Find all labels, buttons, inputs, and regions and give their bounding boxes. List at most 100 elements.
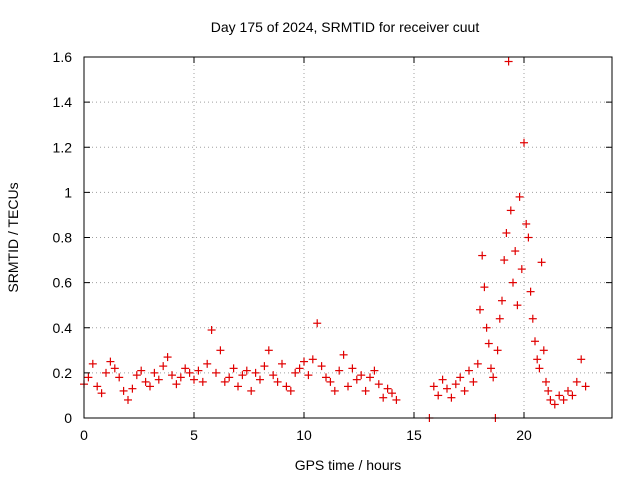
data-point (190, 375, 198, 384)
data-point (207, 326, 216, 335)
data-point (317, 362, 326, 371)
chart-title: Day 175 of 2024, SRMTID for receiver cuu… (211, 19, 480, 35)
y-tick-label: 1 (64, 184, 72, 200)
data-point (581, 382, 590, 391)
data-point (273, 377, 282, 386)
data-point (429, 382, 438, 391)
data-point (559, 395, 568, 404)
data-point (322, 373, 330, 382)
x-tick-label: 5 (190, 427, 198, 443)
data-point (564, 386, 572, 395)
data-point (357, 371, 366, 380)
data-point (150, 368, 159, 377)
data-point (495, 314, 504, 323)
data-point (568, 391, 577, 400)
data-point (128, 384, 137, 393)
data-point (339, 350, 348, 359)
data-point (344, 382, 352, 391)
data-point (326, 377, 335, 386)
y-tick-label: 1.6 (53, 49, 73, 65)
data-point (473, 359, 482, 368)
y-tick-label: 0.6 (53, 275, 73, 291)
data-point (513, 301, 522, 310)
data-point (88, 359, 97, 368)
data-point (506, 206, 515, 215)
data-point (511, 247, 520, 256)
data-point (572, 377, 581, 386)
data-point (539, 346, 548, 355)
data-point (159, 362, 168, 371)
data-point (515, 192, 524, 201)
data-point (531, 337, 539, 346)
data-point (198, 377, 207, 386)
data-point (304, 371, 313, 380)
data-point (383, 384, 392, 393)
data-point (480, 283, 489, 292)
data-point (102, 368, 110, 377)
data-point (447, 393, 456, 402)
data-point (137, 366, 146, 375)
data-point (251, 368, 260, 377)
data-point (493, 346, 502, 355)
data-point (520, 138, 528, 147)
data-point (295, 364, 304, 373)
data-point (456, 373, 465, 382)
data-point (465, 366, 473, 375)
y-tick-label: 0 (64, 410, 72, 426)
data-point (168, 371, 176, 380)
data-point (225, 373, 234, 382)
data-point (361, 386, 370, 395)
data-point (504, 57, 513, 66)
data-point (370, 366, 379, 375)
data-point (216, 346, 225, 355)
data-point (264, 346, 273, 355)
data-point (379, 393, 388, 402)
data-point (212, 368, 220, 377)
data-point (335, 366, 344, 375)
x-tick-label: 15 (406, 427, 422, 443)
data-point (577, 355, 586, 364)
data-point (509, 278, 517, 287)
data-point (97, 389, 106, 398)
data-point (388, 389, 396, 398)
data-point (522, 219, 531, 228)
data-point (478, 251, 487, 260)
data-point (300, 357, 308, 366)
data-point (115, 373, 124, 382)
data-point (443, 384, 451, 393)
data-point (517, 265, 526, 274)
data-point (203, 359, 212, 368)
data-point (546, 395, 555, 404)
data-point (330, 386, 339, 395)
data-point (550, 400, 559, 409)
data-point (434, 391, 443, 400)
data-point (528, 314, 537, 323)
x-axis-title: GPS time / hours (295, 457, 402, 473)
x-tick-label: 0 (80, 427, 88, 443)
data-point (242, 366, 251, 375)
data-point (502, 228, 511, 237)
data-point (482, 323, 491, 332)
axis-ticks: 0 5 10 15 20 0 0.2 0.4 0.6 0.8 1 1.2 1.4 1.6 (53, 49, 612, 443)
data-point (542, 377, 550, 386)
data-point (110, 364, 119, 373)
data-point (124, 395, 132, 404)
data-point (308, 355, 317, 364)
data-point (374, 380, 383, 389)
data-point (260, 362, 269, 371)
data-point (526, 287, 535, 296)
x-tick-label: 20 (516, 427, 532, 443)
data-point (348, 364, 357, 373)
data-point (93, 382, 102, 391)
data-point (484, 339, 493, 348)
data-point (487, 364, 495, 373)
y-tick-label: 1.2 (53, 139, 73, 155)
data-point (555, 391, 564, 400)
data-point (282, 382, 291, 391)
data-point (392, 395, 401, 404)
data-point (146, 382, 154, 391)
data-point (498, 296, 506, 305)
data-point (451, 380, 460, 389)
y-tick-label: 0.4 (53, 320, 73, 336)
